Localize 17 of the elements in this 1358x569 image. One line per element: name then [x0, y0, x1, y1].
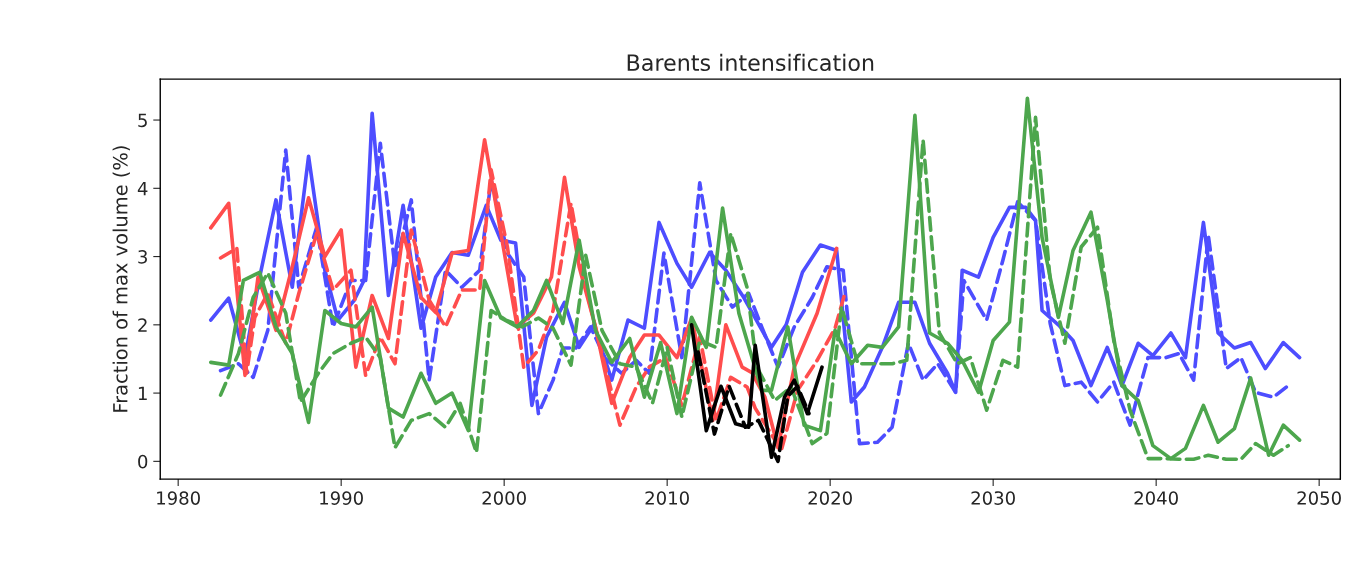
y-axis-title: Fraction of max volume (%): [112, 146, 130, 412]
y-tick-label: 2: [138, 318, 147, 332]
chart-title: Barents intensification: [627, 53, 874, 72]
x-tick-label: 2040: [1134, 491, 1178, 505]
y-tick-label: 0: [138, 454, 148, 469]
x-tick-label: 1980: [157, 491, 200, 505]
x-tick-label: 2050: [1297, 491, 1341, 505]
y-tick-label: 5: [138, 113, 147, 128]
y-tick-label: 4: [137, 182, 148, 196]
x-tick-label: 2030: [971, 491, 1015, 505]
x-tick-label: 1990: [320, 491, 363, 505]
line-series: [689, 323, 824, 460]
x-tick-label: 2020: [808, 491, 852, 505]
y-tick-label: 3: [138, 250, 147, 264]
x-tick-label: 2000: [482, 491, 526, 505]
y-tick-label: 1: [138, 386, 147, 400]
x-tick-label: 2010: [645, 491, 689, 505]
